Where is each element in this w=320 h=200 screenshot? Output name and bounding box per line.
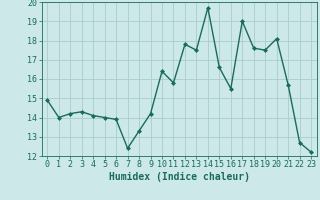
X-axis label: Humidex (Indice chaleur): Humidex (Indice chaleur) bbox=[109, 172, 250, 182]
